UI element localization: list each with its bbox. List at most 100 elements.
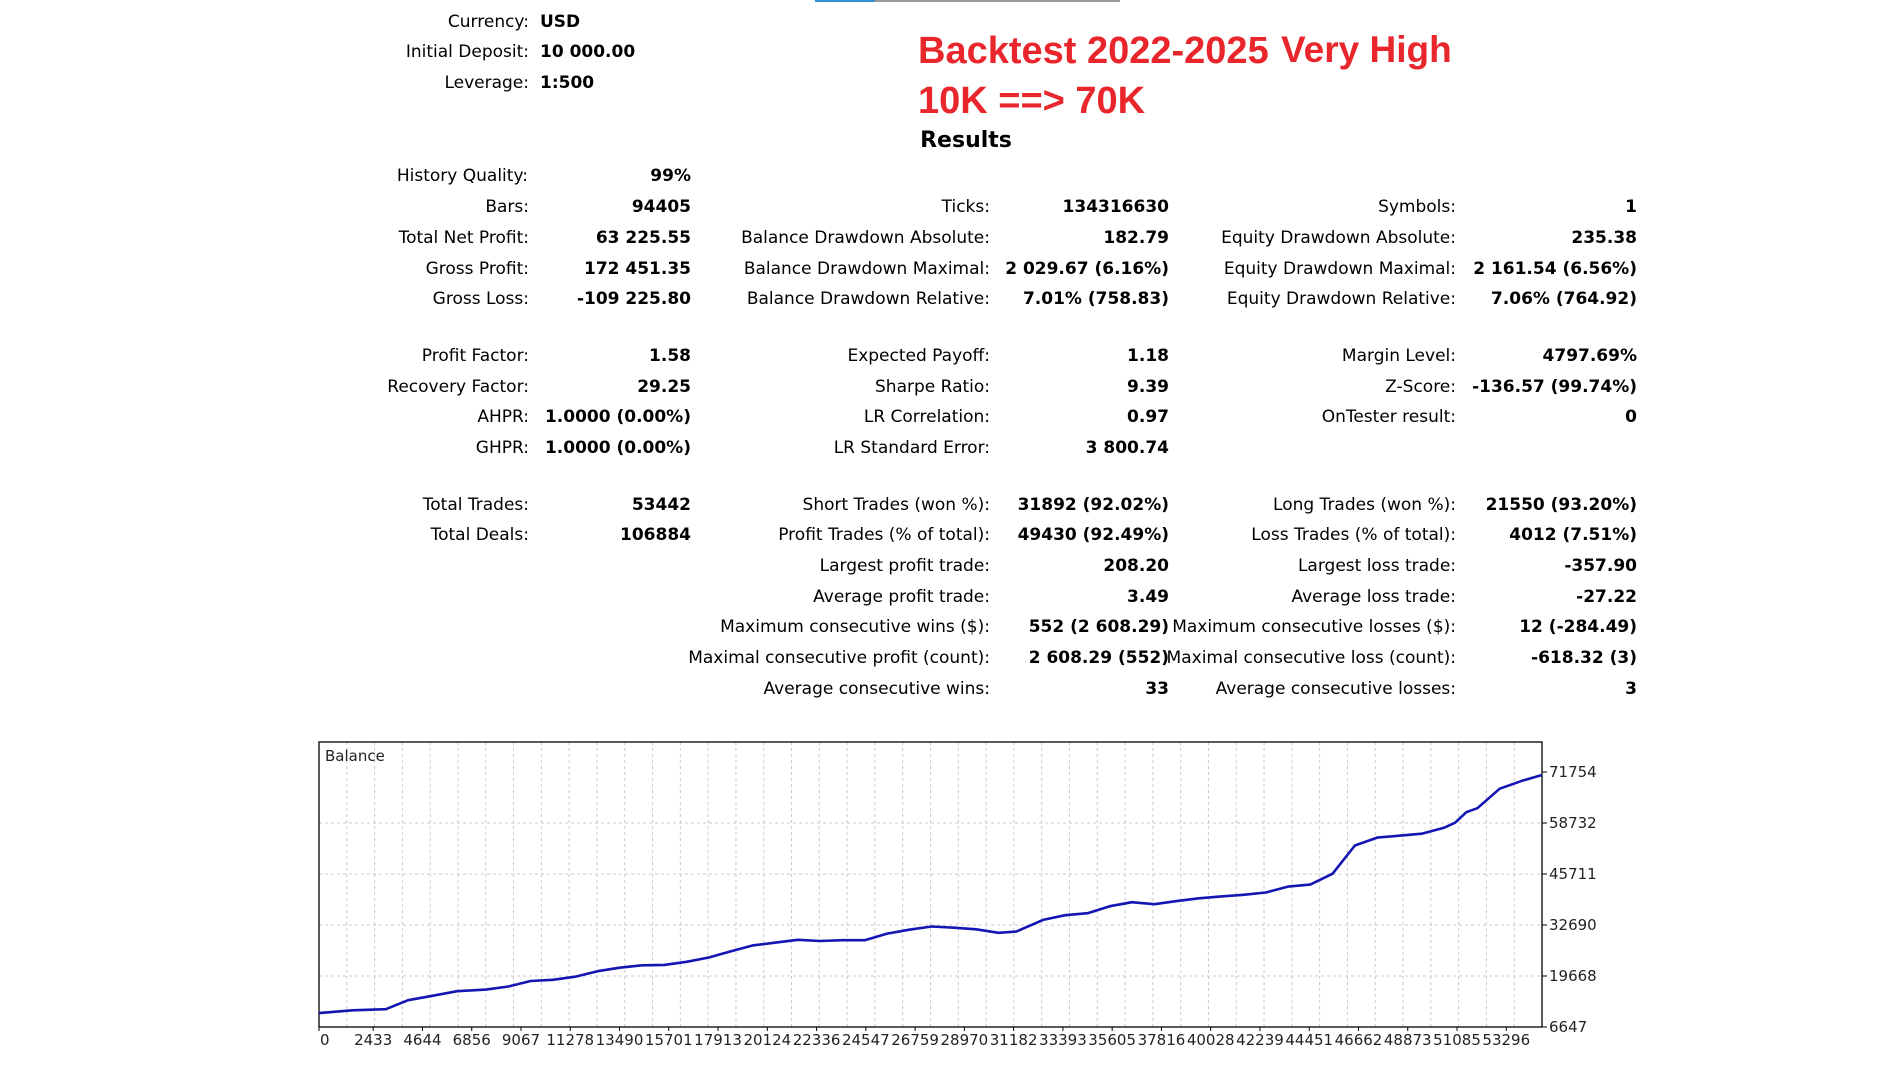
stat-value: 4797.69% bbox=[1542, 346, 1637, 366]
stat-value: -618.32 (3) bbox=[1531, 648, 1637, 668]
annotation-very-high: Very High bbox=[1281, 29, 1452, 70]
stat-label: Total Deals: bbox=[430, 525, 529, 545]
stat-value: 3 800.74 bbox=[1085, 438, 1169, 458]
stat-value: 31892 (92.02%) bbox=[1017, 495, 1169, 515]
x-tick-labels: 0 2433 4644 6856 9067 11278 13490 15701 17913 201… bbox=[318, 1027, 1530, 1049]
stat-label: LR Correlation: bbox=[863, 407, 990, 427]
stat-label: Average loss trade: bbox=[1291, 587, 1456, 607]
stat-label: Average consecutive wins: bbox=[763, 679, 990, 699]
stat-label: AHPR: bbox=[477, 407, 529, 427]
stat-label: Maximum consecutive losses ($): bbox=[1172, 617, 1456, 637]
stat-label: Bars: bbox=[485, 197, 529, 217]
x-tick-label: 42239 bbox=[1236, 1031, 1284, 1049]
stat-label: Ticks: bbox=[941, 197, 990, 217]
x-tick-label: 37816 bbox=[1138, 1031, 1186, 1049]
stat-value: 2 161.54 (6.56%) bbox=[1473, 259, 1637, 279]
stat-value: -27.22 bbox=[1576, 587, 1637, 607]
stat-label: Largest profit trade: bbox=[819, 556, 990, 576]
x-tick-label: 11278 bbox=[546, 1031, 594, 1049]
stat-value: 7.01% (758.83) bbox=[1022, 289, 1169, 309]
x-tick-label: 53296 bbox=[1482, 1031, 1530, 1049]
stat-value: 33 bbox=[1145, 679, 1169, 699]
stat-value: 0.97 bbox=[1127, 407, 1169, 427]
y-tick-label: 71754 bbox=[1549, 763, 1597, 781]
stat-label: Equity Drawdown Maximal: bbox=[1223, 259, 1456, 279]
stat-value: 21550 (93.20%) bbox=[1485, 495, 1637, 515]
setting-value: 10 000.00 bbox=[540, 42, 636, 62]
setting-label: Leverage: bbox=[444, 73, 529, 93]
stat-value: 3 bbox=[1625, 679, 1637, 699]
stat-value: 7.06% (764.92) bbox=[1490, 289, 1637, 309]
setting-value: USD bbox=[540, 12, 581, 32]
x-tick-label: 33393 bbox=[1039, 1031, 1087, 1049]
stat-label: LR Standard Error: bbox=[833, 438, 990, 458]
stat-value: 552 (2 608.29) bbox=[1028, 617, 1169, 637]
stat-value: 12 (-284.49) bbox=[1519, 617, 1637, 637]
stat-label: Z-Score: bbox=[1385, 377, 1456, 397]
stat-value: 1 bbox=[1625, 197, 1637, 217]
stat-value: 94405 bbox=[631, 197, 691, 217]
stat-value: 63 225.55 bbox=[595, 228, 691, 248]
x-tick-label: 28970 bbox=[941, 1031, 989, 1049]
stat-label: Expected Payoff: bbox=[847, 346, 990, 366]
x-tick-label: 2433 bbox=[354, 1031, 392, 1049]
stat-label: OnTester result: bbox=[1321, 407, 1456, 427]
stat-value: 29.25 bbox=[637, 377, 691, 397]
stat-value: 2 608.29 (552) bbox=[1028, 648, 1169, 668]
x-tick-label: 6856 bbox=[453, 1031, 491, 1049]
stat-label: Average consecutive losses: bbox=[1215, 679, 1456, 699]
chart-frame bbox=[318, 741, 1543, 1028]
stat-label: Profit Factor: bbox=[421, 346, 529, 366]
stat-label: Margin Level: bbox=[1341, 346, 1456, 366]
x-tick-label: 24547 bbox=[842, 1031, 890, 1049]
x-tick-label: 26759 bbox=[891, 1031, 939, 1049]
x-tick-label: 4644 bbox=[403, 1031, 441, 1049]
x-tick-label: 17913 bbox=[694, 1031, 742, 1049]
stat-value: 1.18 bbox=[1127, 346, 1169, 366]
stat-label: Short Trades (won %): bbox=[802, 495, 990, 515]
y-tick-labels: 71754 58732 45711 32690 19668 6647 bbox=[1542, 763, 1597, 1036]
y-tick-label: 45711 bbox=[1549, 865, 1597, 883]
x-tick-label: 9067 bbox=[502, 1031, 540, 1049]
x-tick-label: 48873 bbox=[1384, 1031, 1432, 1049]
stat-value: 9.39 bbox=[1127, 377, 1169, 397]
stat-label: Maximal consecutive profit (count): bbox=[688, 648, 990, 668]
balance-series bbox=[318, 773, 1543, 1015]
stat-value: 3.49 bbox=[1127, 587, 1169, 607]
stat-label: Maximal consecutive loss (count): bbox=[1166, 648, 1456, 668]
stat-label: Total Trades: bbox=[422, 495, 529, 515]
stat-label: Average profit trade: bbox=[813, 587, 990, 607]
stat-label: Sharpe Ratio: bbox=[875, 377, 990, 397]
stat-label: Loss Trades (% of total): bbox=[1251, 525, 1456, 545]
setting-value: 1:500 bbox=[540, 73, 595, 93]
stat-value: 134316630 bbox=[1062, 197, 1169, 217]
x-tick-label: 51085 bbox=[1433, 1031, 1481, 1049]
stat-value: -357.90 bbox=[1564, 556, 1637, 576]
top-scroll-bar bbox=[815, 0, 1120, 2]
y-tick-label: 58732 bbox=[1549, 814, 1597, 832]
stat-label: Largest loss trade: bbox=[1297, 556, 1456, 576]
x-tick-label: 0 bbox=[320, 1031, 330, 1049]
stat-label: Symbols: bbox=[1378, 197, 1456, 217]
x-tick-label: 13490 bbox=[596, 1031, 644, 1049]
stat-label: Recovery Factor: bbox=[387, 377, 529, 397]
stat-value: 208.20 bbox=[1103, 556, 1169, 576]
y-tick-label: 19668 bbox=[1549, 967, 1597, 985]
stat-label: Gross Loss: bbox=[432, 289, 529, 309]
balance-line bbox=[318, 773, 1543, 1015]
stat-value: 172 451.35 bbox=[583, 259, 691, 279]
x-tick-label: 44451 bbox=[1285, 1031, 1333, 1049]
stat-label: Maximum consecutive wins ($): bbox=[720, 617, 990, 637]
stat-value: -136.57 (99.74%) bbox=[1472, 377, 1637, 397]
stat-value: 1.0000 (0.00%) bbox=[544, 407, 691, 427]
y-tick-label: 6647 bbox=[1549, 1018, 1587, 1036]
stat-value: 1.0000 (0.00%) bbox=[544, 438, 691, 458]
stat-label: Balance Drawdown Absolute: bbox=[741, 228, 990, 248]
stat-label: Equity Drawdown Absolute: bbox=[1221, 228, 1456, 248]
x-tick-label: 22336 bbox=[793, 1031, 841, 1049]
chart-grid bbox=[319, 742, 1542, 1028]
x-tick-label: 20124 bbox=[743, 1031, 791, 1049]
stat-label: Total Net Profit: bbox=[398, 228, 529, 248]
top-scroll-bar-accent bbox=[815, 0, 875, 2]
annotation-backtest-title: Backtest 2022-2025 bbox=[918, 30, 1269, 72]
